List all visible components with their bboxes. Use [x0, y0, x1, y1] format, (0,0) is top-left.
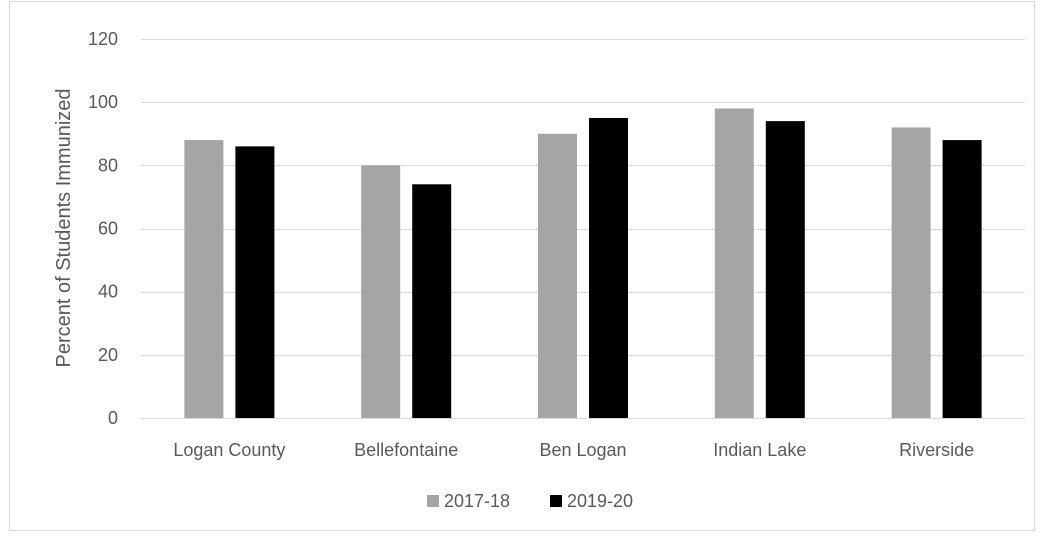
y-tick-labels: 0 20 40 60 80 100 120 — [88, 29, 118, 428]
x-tick-label: Indian Lake — [713, 440, 806, 460]
bar-2017-18-bellefontaine — [361, 165, 401, 418]
legend-label: 2019-20 — [567, 491, 633, 511]
bar-2019-20-indian-lake — [765, 121, 805, 418]
legend-swatch — [427, 495, 439, 507]
gridlines — [141, 39, 1025, 419]
x-tick-label: Logan County — [173, 440, 285, 460]
legend-swatch — [550, 495, 562, 507]
y-tick-label: 80 — [98, 155, 118, 175]
y-tick-label: 120 — [88, 29, 118, 49]
bar-2017-18-ben-logan — [538, 133, 577, 418]
x-tick-label: Bellefontaine — [354, 440, 458, 460]
bar-2017-18-logan-county — [184, 140, 224, 419]
legend-label: 2017-18 — [444, 491, 510, 511]
bar-2019-20-bellefontaine — [412, 184, 452, 418]
y-tick-label: 20 — [98, 345, 118, 365]
x-tick-labels: Logan County Bellefontaine Ben Logan Indian… — [173, 440, 974, 460]
x-tick-label: Ben Logan — [539, 440, 626, 460]
bar-2019-20-logan-county — [235, 146, 275, 418]
bar-2019-20-riverside — [942, 140, 982, 419]
bar-2019-20-ben-logan — [589, 117, 628, 418]
bar-2017-18-indian-lake — [714, 108, 754, 418]
chart-frame — [9, 1, 1035, 531]
bars — [184, 108, 982, 419]
y-tick-label: 0 — [108, 408, 118, 428]
bar-2017-18-riverside — [891, 127, 931, 418]
y-axis-title: Percent of Students Immunized — [53, 88, 75, 367]
y-tick-label: 40 — [98, 282, 118, 302]
legend: 2017-18 2019-20 — [427, 491, 633, 511]
y-tick-label: 100 — [88, 92, 118, 112]
y-tick-label: 60 — [98, 219, 118, 239]
x-tick-label: Riverside — [899, 440, 974, 460]
